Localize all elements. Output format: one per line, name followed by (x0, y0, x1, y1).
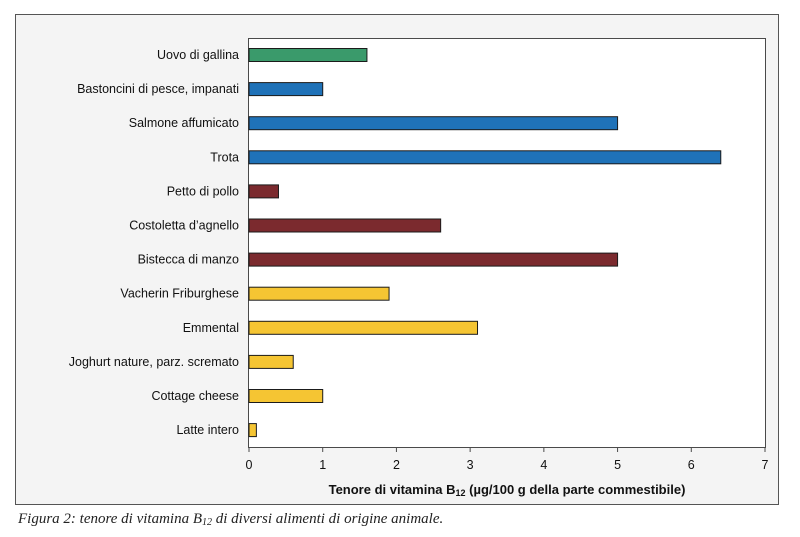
x-tick-label: 0 (246, 458, 253, 472)
category-label: Emmental (183, 321, 239, 335)
category-label: Petto di pollo (167, 184, 239, 198)
category-label: Salmone affumicato (129, 116, 239, 130)
figure-caption: Figura 2: tenore di vitamina B12 di dive… (18, 511, 444, 528)
category-label: Vacherin Friburghese (120, 287, 239, 301)
bar (248, 423, 257, 438)
bar (248, 150, 722, 165)
bar (248, 48, 368, 62)
x-tick-label: 1 (319, 458, 326, 472)
plot-area (248, 38, 766, 448)
category-label: Costoletta d’agnello (129, 219, 239, 233)
bar (248, 286, 390, 301)
category-label: Bistecca di manzo (138, 253, 239, 267)
category-label: Latte intero (176, 423, 239, 437)
bar (248, 218, 442, 233)
bar (248, 320, 479, 335)
category-label: Joghurt nature, parz. scremato (69, 355, 239, 369)
x-tick-label: 6 (688, 458, 695, 472)
x-tick-label: 7 (762, 458, 769, 472)
bar (248, 389, 324, 403)
x-tick-label: 5 (614, 458, 621, 472)
x-tick-label: 2 (393, 458, 400, 472)
bar (248, 184, 279, 199)
bar (248, 82, 324, 97)
category-label: Cottage cheese (151, 389, 239, 403)
category-label: Uovo di gallina (157, 48, 239, 62)
bar (248, 116, 619, 131)
bar (248, 252, 619, 267)
x-tick-label: 3 (467, 458, 474, 472)
x-axis-label: Tenore di vitamina B12 (µg/100 g della p… (328, 482, 686, 498)
bar (248, 354, 294, 369)
x-tick-label: 4 (540, 458, 547, 472)
category-label: Bastoncini di pesce, impanati (77, 82, 239, 96)
category-label: Trota (210, 150, 239, 164)
